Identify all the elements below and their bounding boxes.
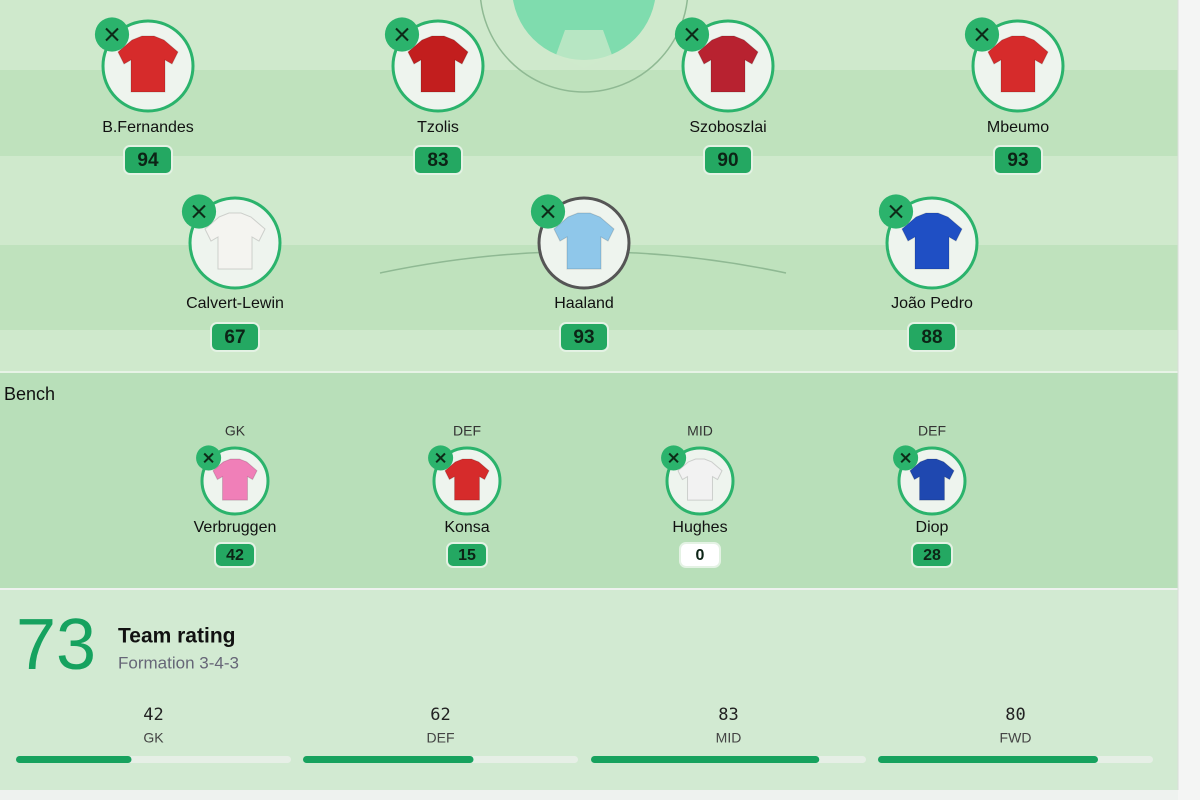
jersey [117, 35, 179, 93]
rating-badge [214, 542, 256, 568]
line-label: MID [716, 730, 742, 746]
rating-badge [413, 145, 463, 175]
rating-badge [907, 322, 957, 352]
player-name: Calvert-Lewin [186, 295, 284, 312]
bench-title: Bench [4, 384, 55, 404]
player-position: DEF [453, 423, 481, 439]
line-bar [878, 756, 1098, 763]
rating-badge [446, 542, 488, 568]
remove-button[interactable] [384, 17, 420, 52]
ball-patch [556, 30, 612, 68]
remove-button[interactable] [674, 17, 710, 52]
jersey [901, 212, 963, 270]
line-label: FWD [1000, 730, 1032, 746]
player-name: Mbeumo [987, 119, 1049, 136]
player-name: Diop [916, 519, 949, 536]
player-position: GK [225, 423, 246, 439]
jersey [553, 212, 615, 270]
player-name: Hughes [672, 519, 727, 536]
player-rating: 83 [427, 150, 448, 171]
player-rating: 94 [137, 150, 159, 171]
player-rating: 88 [921, 327, 942, 348]
player-name: João Pedro [891, 295, 973, 312]
player-rating: 93 [1007, 150, 1028, 171]
remove-button[interactable] [94, 17, 130, 52]
rating-badge [123, 145, 173, 175]
jersey [444, 458, 490, 501]
jersey [697, 35, 759, 93]
remove-button[interactable] [530, 194, 566, 229]
jersey [204, 212, 266, 270]
player-name: Verbruggen [194, 519, 277, 536]
player-rating: 0 [696, 547, 705, 564]
line-bar [303, 756, 474, 763]
rating-badge [911, 542, 953, 568]
jersey [987, 35, 1049, 93]
line-rating: 42 [143, 705, 163, 725]
player-rating: 42 [226, 547, 244, 564]
rating-badge [703, 145, 753, 175]
jersey [407, 35, 469, 93]
center-circle [479, 0, 689, 93]
rating-badge [993, 145, 1043, 175]
bench-panel [0, 373, 1178, 588]
player-rating: 67 [224, 327, 245, 348]
player-rating: 93 [573, 327, 594, 348]
player-position: MID [687, 423, 713, 439]
remove-button[interactable] [196, 445, 222, 471]
line-label: DEF [427, 730, 455, 746]
remove-button[interactable] [661, 445, 687, 471]
jersey [212, 458, 258, 501]
player-rating: 90 [717, 150, 738, 171]
rating-badge [210, 322, 260, 352]
line-bar [16, 756, 132, 763]
remove-button[interactable] [428, 445, 454, 471]
remove-button[interactable] [878, 194, 914, 229]
player-position: DEF [918, 423, 946, 439]
line-bar [591, 756, 820, 763]
player-name: Szoboszlai [689, 119, 766, 136]
line-rating: 62 [430, 705, 450, 725]
formation: Formation 3-4-3 [118, 653, 239, 672]
player-rating: 28 [923, 547, 941, 564]
rating-badge [679, 542, 721, 568]
jersey [909, 458, 955, 501]
divider [0, 371, 1178, 373]
remove-button[interactable] [181, 194, 217, 229]
player-rating: 15 [458, 547, 476, 564]
line-rating: 83 [718, 705, 738, 725]
center-ball [513, 0, 655, 60]
line-label: GK [143, 730, 164, 746]
team-rating: 73 [16, 605, 96, 685]
player-name: Haaland [554, 295, 614, 312]
remove-button[interactable] [893, 445, 919, 471]
player-name: Konsa [444, 519, 489, 536]
rating-badge [559, 322, 609, 352]
line-rating: 80 [1005, 705, 1025, 725]
player-name: B.Fernandes [102, 119, 194, 136]
team-rating-title: Team rating [118, 625, 235, 648]
player-name: Tzolis [417, 119, 459, 136]
jersey [677, 458, 723, 501]
scroll-strip [1178, 0, 1200, 800]
remove-button[interactable] [964, 17, 1000, 52]
